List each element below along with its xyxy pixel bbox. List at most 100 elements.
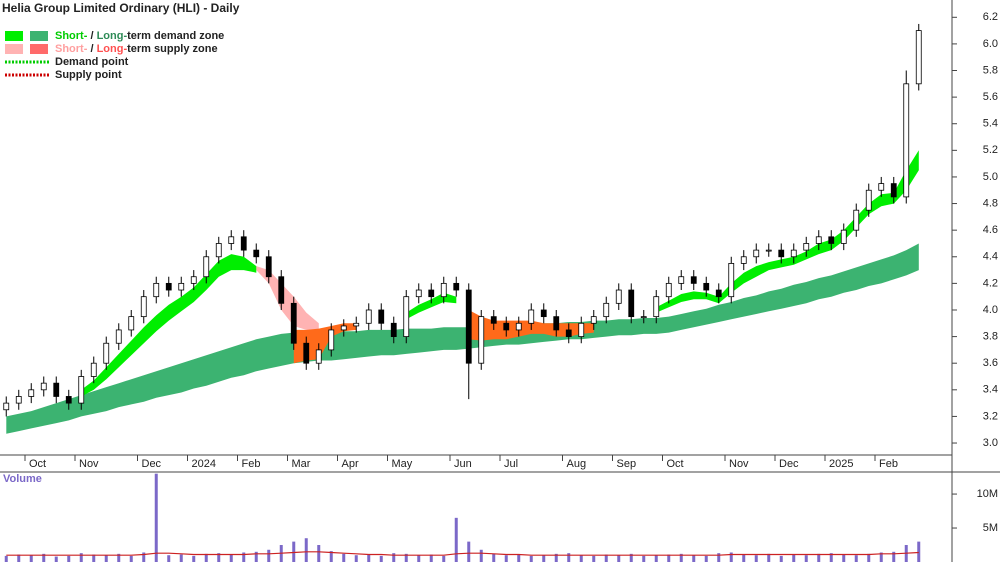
volume-bar <box>117 553 121 562</box>
candle-body <box>778 249 785 258</box>
volume-bar <box>429 554 433 562</box>
candle-body <box>178 282 185 291</box>
candle-body <box>340 325 347 331</box>
candle-body <box>690 276 697 284</box>
volume-tick-label: 5M <box>983 522 998 534</box>
candle-body <box>915 30 922 85</box>
candle-body <box>140 296 147 318</box>
candle-body <box>453 282 460 291</box>
x-tick-label: Jul <box>504 458 518 470</box>
volume-bar <box>504 555 508 562</box>
candle-body <box>403 296 410 337</box>
volume-bar <box>442 555 446 562</box>
volume-bar <box>717 553 721 562</box>
volume-bar <box>767 553 771 562</box>
legend-label: Demand point <box>55 56 129 68</box>
legend-label: Supply point <box>55 69 122 81</box>
candle-body <box>490 316 497 324</box>
volume-bar <box>842 554 846 562</box>
volume-bar <box>92 554 96 562</box>
volume-bar <box>29 555 33 562</box>
candle-body <box>903 83 910 198</box>
candle-body <box>803 243 810 251</box>
candle-body <box>753 249 760 258</box>
candle-body <box>728 263 735 298</box>
candle-body <box>878 183 885 191</box>
volume-bar <box>179 554 183 562</box>
candle-body <box>190 276 197 284</box>
volume-bar <box>54 556 58 562</box>
candle-body <box>615 289 622 304</box>
candle-body <box>390 322 397 337</box>
volume-ma <box>6 551 919 556</box>
candle-body <box>265 256 272 278</box>
y-tick-label: 5.8 <box>983 64 998 76</box>
y-tick-label: 4.6 <box>983 224 998 236</box>
legend-label: Short- / Long-term demand zone <box>55 30 224 42</box>
candle-body <box>515 322 522 331</box>
volume-bar <box>42 553 46 562</box>
candle-body <box>328 329 335 351</box>
candle-body <box>465 289 472 364</box>
y-tick-label: 3.8 <box>983 330 998 342</box>
chart-title: Helia Group Limited Ordinary (HLI) - Dai… <box>2 1 240 15</box>
candle-body <box>28 389 35 397</box>
x-tick-label: Dec <box>779 458 799 470</box>
candle-body <box>503 322 510 331</box>
volume-bar <box>592 555 596 562</box>
volume-bar <box>754 555 758 562</box>
zone-band <box>656 150 919 313</box>
candle-body <box>440 282 447 298</box>
candle-body <box>15 396 22 404</box>
candle-body <box>378 309 385 324</box>
volume-bar <box>142 552 146 562</box>
volume-bar <box>892 551 896 562</box>
legend-text: term demand zone <box>127 30 224 42</box>
y-tick-label: 3.2 <box>983 410 998 422</box>
candle-body <box>203 256 210 278</box>
volume-bar <box>217 553 221 562</box>
x-tick-label: Nov <box>79 458 99 470</box>
volume-bar <box>529 555 533 562</box>
legend-label: Short- / Long-term supply zone <box>55 43 218 55</box>
candle-body <box>578 322 585 337</box>
candle-body <box>703 282 710 291</box>
candle-body <box>53 382 60 397</box>
volume-bar <box>917 541 921 562</box>
legend-text: Supply point <box>55 69 122 81</box>
x-tick-label: Jun <box>454 458 472 470</box>
candle-body <box>678 276 685 284</box>
legend-text: Short- <box>55 43 88 55</box>
volume-bar <box>104 555 108 562</box>
y-tick-label: 3.4 <box>983 384 998 396</box>
candle-body <box>553 316 560 331</box>
y-tick-label: 5.0 <box>983 171 998 183</box>
volume-bar <box>229 554 233 562</box>
volume-bar <box>379 555 383 562</box>
volume-bar <box>454 517 458 562</box>
volume-bar <box>292 541 296 562</box>
volume-bar <box>267 549 271 562</box>
volume-bar <box>867 553 871 562</box>
x-tick-label: Oct <box>667 458 684 470</box>
legend-swatch <box>5 31 23 41</box>
candle-body <box>165 282 172 291</box>
volume-bar <box>579 555 583 562</box>
volume-bar <box>192 555 196 562</box>
x-tick-label: Sep <box>617 458 637 470</box>
volume-bar <box>342 553 346 562</box>
candle-body <box>65 396 72 404</box>
candle-body <box>840 229 847 244</box>
candle-body <box>40 382 47 391</box>
candle-body <box>415 289 422 298</box>
volume-bar <box>817 553 821 562</box>
legend-text: Long- <box>97 43 128 55</box>
candle-body <box>590 316 597 324</box>
volume-bar <box>242 552 246 562</box>
volume-bar <box>417 555 421 562</box>
candle-body <box>653 296 660 318</box>
volume-tick-label: 10M <box>977 488 998 500</box>
y-tick-label: 3.0 <box>983 437 998 449</box>
volume-bar <box>67 555 71 562</box>
legend-text: Long- <box>97 30 128 42</box>
